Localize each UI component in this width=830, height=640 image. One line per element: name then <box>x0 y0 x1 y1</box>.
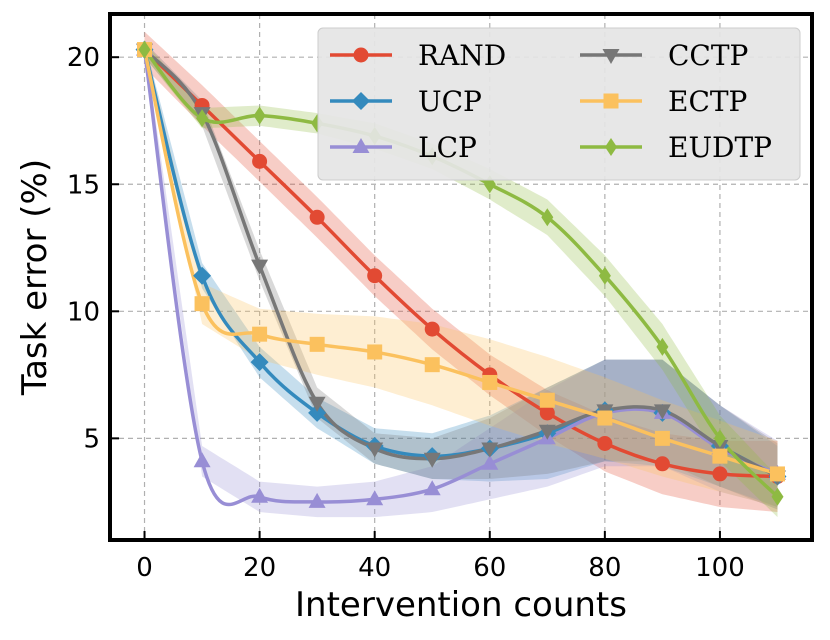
rand-point <box>252 153 268 169</box>
rand-point <box>539 405 555 421</box>
y-tick-label: 5 <box>83 424 100 454</box>
legend-lcp-label: LCP <box>418 131 477 164</box>
legend-ucp-marker <box>352 92 370 110</box>
cctp-point <box>251 259 269 275</box>
x-tick-label: 60 <box>473 553 506 583</box>
cctp-point <box>308 396 326 412</box>
lcp-point <box>366 490 384 506</box>
ectp-point <box>482 374 498 390</box>
ectp-point <box>769 466 785 482</box>
ucp-point <box>308 403 327 422</box>
lcp-point <box>423 480 441 496</box>
ectp-point <box>309 336 325 352</box>
cctp-point <box>481 442 499 458</box>
eudtp-line <box>143 48 779 499</box>
x-tick-label: 20 <box>243 553 276 583</box>
rand-point <box>712 466 728 482</box>
ectp-band <box>144 42 778 507</box>
legend-ucp-label: UCP <box>418 85 482 118</box>
y-tick-label: 10 <box>67 297 100 327</box>
eudtp-point <box>598 266 611 285</box>
legend-ectp-label: ECTP <box>668 85 747 118</box>
plot-frame <box>108 12 814 542</box>
rand-point <box>367 268 383 284</box>
y-axis-title: Task error (%) <box>15 159 55 396</box>
eudtp-point <box>713 429 726 448</box>
eudtp-point <box>771 487 784 506</box>
x-tick-label: 0 <box>136 553 153 583</box>
legend-rand-marker <box>353 47 369 63</box>
eudtp-point <box>656 337 669 356</box>
ectp-point <box>597 410 613 426</box>
y-tick-label: 20 <box>67 43 100 73</box>
lcp-point <box>481 454 499 470</box>
eudtp-point <box>138 40 151 59</box>
eudtp-point <box>196 109 209 128</box>
lcp-band <box>144 42 778 518</box>
ectp-point <box>252 326 268 342</box>
legend-eudtp-label: EUDTP <box>668 131 772 164</box>
ucp-point <box>250 353 269 372</box>
rand-point <box>424 321 440 337</box>
cctp-point <box>653 404 671 420</box>
ectp-point <box>539 392 555 408</box>
ectp-point <box>367 344 383 360</box>
ectp-point <box>194 296 210 312</box>
rand-point <box>654 456 670 472</box>
eudtp-point <box>541 208 554 227</box>
axis-ticks: 0 20 40 60 80 100 5 10 15 20 <box>67 43 745 583</box>
ucp-band <box>144 42 778 507</box>
x-tick-label: 40 <box>358 553 391 583</box>
lcp-point <box>251 487 269 503</box>
ectp-point <box>424 357 440 373</box>
ectp-point <box>654 430 670 446</box>
legend-eudtp-marker <box>605 138 617 156</box>
cctp-band <box>144 42 778 510</box>
legend-cctp-label: CCTP <box>668 39 748 72</box>
cctp-point <box>366 442 384 458</box>
x-tick-label: 80 <box>588 553 621 583</box>
eudtp-point <box>253 106 266 125</box>
x-axis-title: Intervention counts <box>295 585 627 625</box>
lcp-point <box>308 492 326 508</box>
cctp-point <box>711 440 729 455</box>
series-markers <box>135 40 787 508</box>
rand-point <box>597 435 613 451</box>
legend-lcp-marker <box>352 138 370 153</box>
rand-band <box>144 31 778 513</box>
cctp-point <box>538 424 556 440</box>
y-tick-label: 15 <box>67 170 100 200</box>
lcp-point <box>193 452 211 468</box>
legend: RAND UCP LCP CCTP ECTP EUDTP <box>317 27 801 181</box>
confidence-bands <box>144 31 778 518</box>
cctp-point <box>423 452 441 468</box>
legend-rand-label: RAND <box>418 39 506 72</box>
ucp-point <box>193 266 212 285</box>
ectp-point <box>712 448 728 464</box>
legend-box <box>317 27 801 181</box>
legend-ectp-marker <box>603 93 619 109</box>
legend-cctp-marker <box>602 49 620 64</box>
x-tick-label: 100 <box>695 553 745 583</box>
rand-point <box>309 209 325 225</box>
